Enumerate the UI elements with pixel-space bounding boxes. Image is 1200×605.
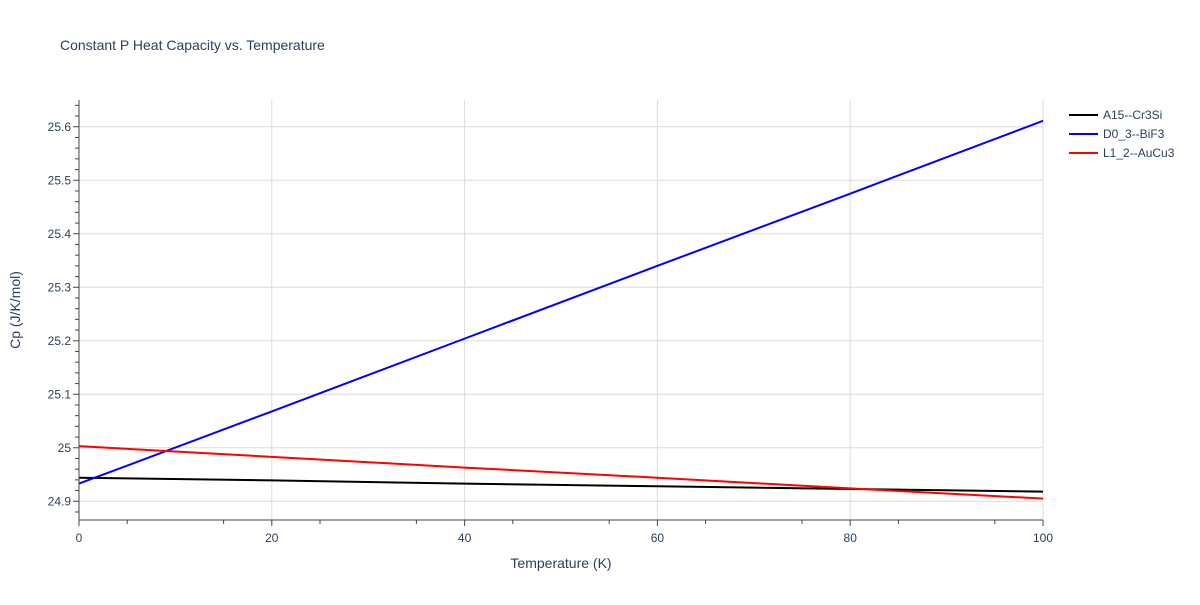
legend-label[interactable]: L1_2--AuCu3 — [1103, 146, 1175, 160]
x-axis-label: Temperature (K) — [510, 555, 611, 571]
series-line-A15--Cr3Si — [78, 476, 1044, 493]
chart-title: Constant P Heat Capacity vs. Temperature — [60, 37, 325, 53]
y-tick-label: 25.2 — [48, 334, 72, 348]
y-tick-label: 25.1 — [48, 387, 72, 401]
y-tick-label: 25.5 — [48, 173, 72, 187]
y-tick-label: 25.3 — [48, 280, 72, 294]
legend-label[interactable]: A15--Cr3Si — [1103, 108, 1162, 122]
y-tick-label: 25.4 — [48, 227, 72, 241]
legend-label[interactable]: D0_3--BiF3 — [1103, 127, 1165, 141]
x-tick-label: 80 — [844, 531, 858, 545]
y-tick-label: 25 — [58, 441, 72, 455]
series-line-L1_2--AuCu3 — [78, 445, 1044, 500]
x-tick-label: 20 — [265, 531, 279, 545]
x-tick-label: 60 — [651, 531, 665, 545]
series-line-D0_3--BiF3 — [78, 119, 1044, 485]
x-tick-label: 40 — [458, 531, 472, 545]
y-tick-label: 24.9 — [48, 494, 72, 508]
x-tick-label: 100 — [1033, 531, 1053, 545]
x-tick-label: 0 — [76, 531, 83, 545]
y-axis-label: Cp (J/K/mol) — [7, 271, 23, 349]
y-tick-label: 25.6 — [48, 120, 72, 134]
